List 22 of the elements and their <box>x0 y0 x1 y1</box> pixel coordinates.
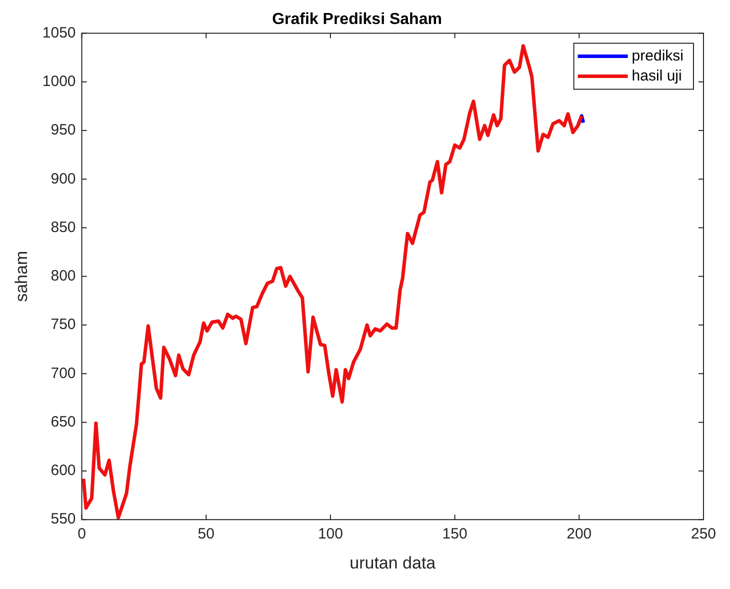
y-tick-label: 1000 <box>42 72 76 90</box>
x-axis-title: urutan data <box>350 553 436 572</box>
x-tick-label: 50 <box>198 526 214 543</box>
x-tick-label: 150 <box>442 526 468 543</box>
y-axis-title: saham <box>12 250 31 302</box>
x-tick-label: 100 <box>318 526 343 543</box>
y-tick-label: 800 <box>50 268 76 285</box>
y-tick-label: 650 <box>50 413 76 430</box>
y-tick-label: 600 <box>50 462 76 480</box>
legend-label: hasil uji <box>632 67 682 84</box>
legend-label: prediksi <box>632 47 684 64</box>
chart-title: Grafik Prediksi Saham <box>272 11 442 28</box>
y-tick-label: 950 <box>50 122 76 139</box>
y-tick-label: 850 <box>50 218 76 236</box>
x-tick-label: 200 <box>566 526 592 543</box>
y-tick-label: 900 <box>50 170 76 188</box>
y-tick-label: 700 <box>50 364 76 382</box>
y-tick-label: 550 <box>50 510 76 528</box>
y-tick-label: 750 <box>50 316 76 334</box>
x-tick-label: 0 <box>78 526 86 543</box>
y-tick-label: 1050 <box>42 24 76 42</box>
x-tick-label: 250 <box>690 526 716 543</box>
